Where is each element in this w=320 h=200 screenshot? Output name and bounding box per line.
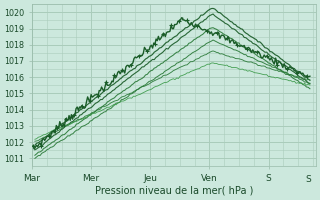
Text: S: S <box>305 175 311 184</box>
X-axis label: Pression niveau de la mer( hPa ): Pression niveau de la mer( hPa ) <box>95 186 253 196</box>
